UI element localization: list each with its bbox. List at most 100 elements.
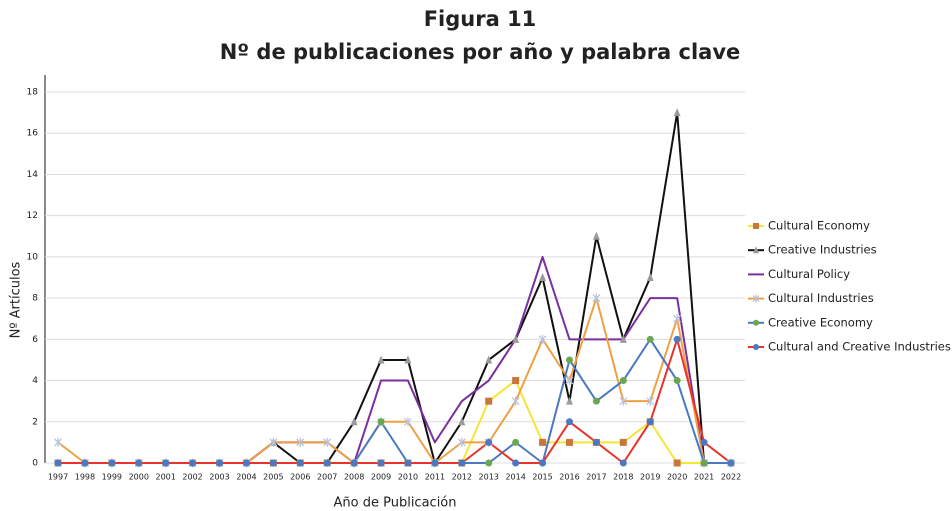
marker (619, 396, 628, 406)
marker (700, 459, 708, 467)
x-tick-label: 2006 (290, 473, 310, 482)
marker (485, 397, 493, 405)
y-axis-label: Nº Artículos (9, 261, 24, 338)
marker (323, 459, 331, 467)
marker (54, 459, 62, 467)
marker (377, 418, 385, 426)
legend-label: Creative Economy (768, 315, 873, 329)
y-tick-label: 2 (32, 417, 38, 427)
marker (512, 334, 520, 343)
x-tick-label: 2018 (613, 473, 633, 482)
x-tick-label: 2019 (640, 473, 660, 482)
marker (485, 355, 493, 364)
marker (216, 459, 224, 467)
marker (377, 355, 385, 364)
marker (350, 417, 358, 426)
marker (296, 437, 305, 447)
marker (485, 438, 493, 446)
marker (189, 459, 197, 467)
x-tick-label: 2015 (532, 473, 552, 482)
marker (404, 459, 412, 467)
marker (753, 246, 759, 254)
marker (619, 377, 627, 385)
x-tick-label: 2021 (694, 473, 714, 482)
x-tick-label: 2003 (209, 473, 229, 482)
x-tick-label: 2009 (371, 473, 391, 482)
marker (673, 314, 682, 324)
legend-label: Cultural Policy (768, 267, 850, 281)
marker (539, 273, 547, 281)
marker (700, 438, 708, 446)
marker (457, 437, 466, 447)
marker (673, 459, 681, 467)
marker (727, 459, 735, 467)
marker (54, 437, 62, 447)
chart-title: Figura 11 (424, 7, 537, 31)
marker (81, 459, 89, 467)
marker (269, 437, 278, 447)
x-tick-label: 2008 (344, 473, 364, 482)
legend-label: Cultural and Creative Industries (768, 340, 951, 354)
marker (673, 335, 681, 343)
x-tick-label: 2016 (559, 473, 579, 482)
y-tick-label: 6 (32, 335, 38, 345)
x-tick-label: 2007 (317, 473, 337, 482)
marker (431, 459, 439, 467)
marker (511, 396, 520, 406)
marker (350, 459, 358, 467)
x-tick-label: 1997 (48, 473, 68, 482)
marker (673, 108, 681, 117)
x-tick-label: 2013 (479, 473, 499, 482)
x-tick-label: 2022 (721, 473, 741, 482)
marker (565, 418, 573, 426)
x-tick-label: 2010 (398, 473, 418, 482)
legend-label: Creative Industries (768, 243, 877, 257)
marker (592, 231, 600, 240)
marker (108, 459, 116, 467)
y-tick-label: 12 (27, 211, 38, 221)
marker (539, 438, 547, 446)
marker (619, 334, 627, 343)
marker (753, 319, 759, 326)
marker (296, 459, 304, 467)
legend-label: Cultural Industries (768, 291, 874, 305)
marker (565, 356, 573, 364)
x-tick-label: 2012 (452, 473, 472, 482)
y-tick-label: 16 (27, 129, 39, 139)
series-line (58, 338, 732, 464)
x-tick-label: 2020 (667, 473, 687, 482)
marker (485, 459, 493, 467)
marker (539, 459, 547, 467)
x-tick-label: 2002 (182, 473, 202, 482)
marker (592, 293, 601, 303)
x-tick-label: 2014 (505, 473, 525, 482)
x-tick-label: 1998 (75, 473, 95, 482)
chart-subtitle: Nº de publicaciones por año y palabra cl… (220, 40, 741, 64)
marker (242, 459, 250, 467)
marker (646, 418, 654, 426)
marker (753, 223, 759, 229)
x-tick-label: 2001 (156, 473, 176, 482)
marker (646, 273, 654, 281)
marker (538, 334, 547, 344)
marker (646, 335, 654, 343)
marker (512, 438, 520, 446)
marker (377, 459, 385, 467)
marker (269, 459, 277, 467)
marker (162, 459, 170, 467)
series-line (58, 111, 731, 464)
x-tick-label: 2000 (129, 473, 149, 482)
marker (752, 294, 760, 303)
x-tick-label: 2011 (425, 473, 445, 482)
marker (512, 459, 520, 467)
marker (592, 438, 600, 446)
marker (646, 396, 655, 406)
marker (323, 437, 332, 447)
marker (404, 355, 412, 364)
marker (673, 377, 681, 385)
x-axis-label: Año de Publicación (334, 496, 457, 511)
marker (619, 459, 627, 467)
x-tick-label: 2005 (263, 473, 283, 482)
marker (565, 396, 573, 405)
marker (458, 417, 466, 426)
